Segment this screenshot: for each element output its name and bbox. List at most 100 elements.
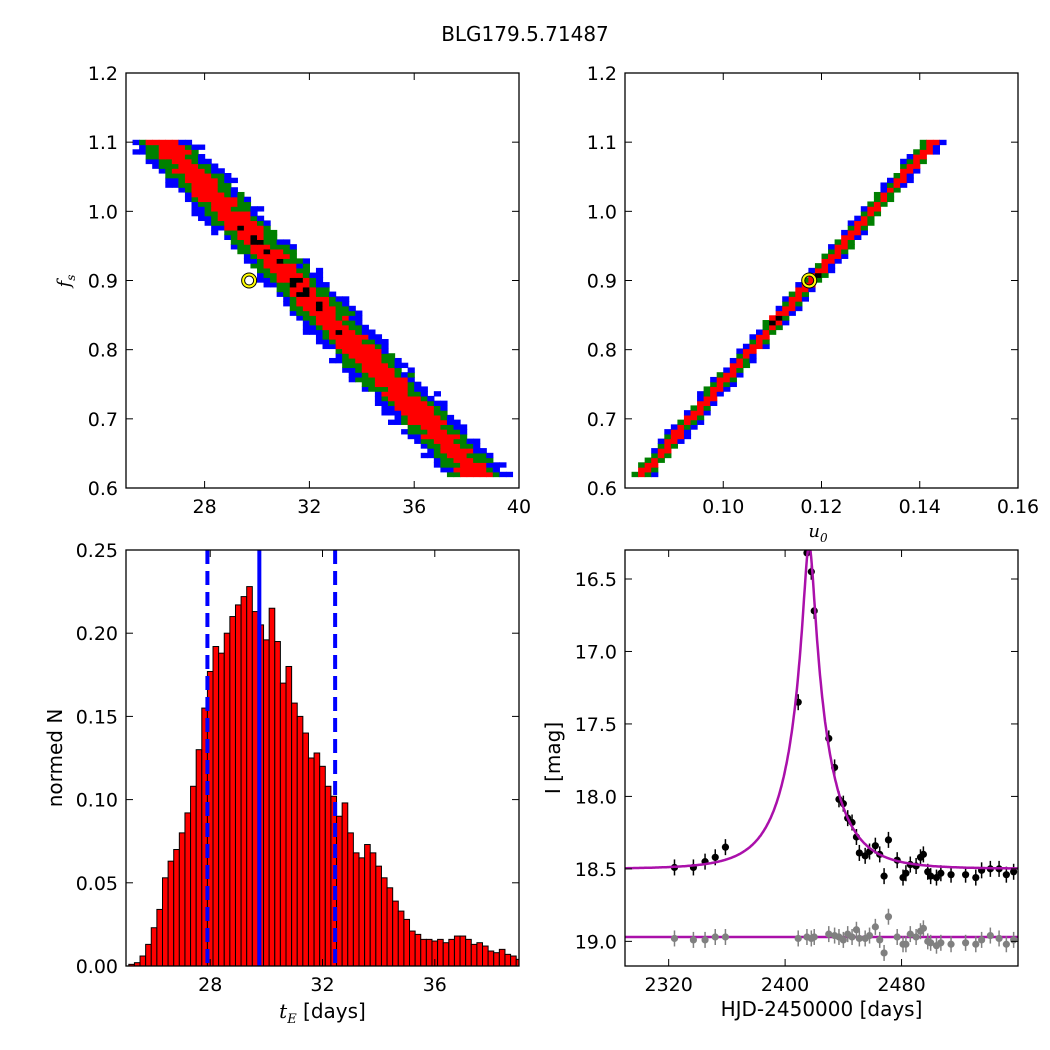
fs-te-panel-cell xyxy=(165,172,173,179)
fs-u0-panel-cell xyxy=(788,301,796,307)
fs-te-panel-cell xyxy=(198,172,206,179)
fs-te-panel-cell xyxy=(237,244,245,250)
fs-te-panel-cell xyxy=(270,239,278,245)
fs-u0-panel-cell xyxy=(860,210,868,217)
fs-te-panel-cell xyxy=(401,386,409,392)
fs-u0-panel-cell xyxy=(867,210,875,217)
fs-u0-panel-cell xyxy=(723,381,731,388)
fs-te-panel-cell xyxy=(388,372,396,378)
fs-te-panel-cell xyxy=(211,229,219,236)
fs-te-panel-cell xyxy=(257,253,265,259)
fs-te-panel-cell xyxy=(342,310,350,316)
fs-te-panel-cell xyxy=(335,301,343,307)
te-hist-bar xyxy=(397,910,405,966)
fs-te-panel-cell xyxy=(152,139,160,146)
fs-u0-panel-cell xyxy=(749,348,757,354)
fs-te-panel-cell xyxy=(420,400,428,406)
fs-te-panel-cell xyxy=(355,320,363,326)
fs-u0-panel-cell xyxy=(756,329,764,335)
fs-te-panel-cell xyxy=(211,201,219,207)
fs-te-panel-cell xyxy=(420,429,428,435)
fs-te-panel-cell xyxy=(420,443,428,449)
fs-u0-panel-cell xyxy=(703,405,711,411)
fs-u0-panel-cell xyxy=(716,376,724,383)
fs-te-panel-cell xyxy=(394,419,402,425)
fs-te-panel-cell xyxy=(322,301,330,307)
fs-u0-panel-cell xyxy=(873,191,882,198)
fs-u0-panel-cell xyxy=(795,282,803,288)
fs-te-panel-cell xyxy=(466,448,474,454)
fs-te-panel-cell xyxy=(191,191,199,198)
fs-te-panel-cell xyxy=(204,168,212,174)
fs-te-panel-cell xyxy=(453,448,461,454)
fs-te-panel-cell xyxy=(368,376,376,383)
fs-te-panel-cell xyxy=(433,433,441,440)
fs-te-panel-cell xyxy=(440,448,448,454)
fs-u0-panel-cell xyxy=(697,391,705,397)
lightcurve-point xyxy=(927,872,935,880)
fs-te-panel-cell xyxy=(348,305,356,312)
fs-u0-panel-cell xyxy=(860,215,868,222)
fs-u0-panel-cell xyxy=(729,357,737,364)
fs-te-panel-cell xyxy=(453,429,461,435)
fs-te-panel-cell xyxy=(257,206,265,212)
fs-te-panel-cell xyxy=(198,196,206,203)
fs-te-panel-cell xyxy=(460,424,468,430)
fs-te-panel-cell xyxy=(460,452,468,459)
fs-u0-panel-cell xyxy=(664,433,672,440)
fs-u0-panel-cell xyxy=(677,429,685,435)
fs-te-panel-cell xyxy=(184,196,193,203)
fs-te-panel-cell xyxy=(302,315,310,321)
fs-te-panel-cell xyxy=(198,163,206,169)
fs-te-panel-cell xyxy=(243,234,252,240)
fs-te-panel-cell xyxy=(329,338,337,345)
fs-te-panel-cell xyxy=(460,448,468,454)
fs-te-panel-cell xyxy=(479,452,487,459)
fs-te-panel-cell xyxy=(178,163,186,169)
fs-te-panel-cell xyxy=(302,324,310,331)
fs-te-panel-cell xyxy=(348,353,356,359)
fs-te-panel-cell xyxy=(257,215,265,222)
fs-u0-panel-cell xyxy=(854,229,862,236)
fs-u0-panel-cell xyxy=(670,429,678,435)
fs-te-panel-cell xyxy=(329,357,337,364)
fs-te-panel-cell xyxy=(211,220,219,226)
fs-te-panel-cell xyxy=(420,414,428,421)
fs-te-panel-cell xyxy=(270,282,278,288)
fs-te-panel-cell xyxy=(276,244,284,250)
fs-te-panel-cell xyxy=(394,395,402,402)
te-hist-bar xyxy=(184,812,192,966)
fs-te-panel-cell xyxy=(217,172,225,179)
fs-te-panel-cell xyxy=(381,357,389,364)
lightcurve-residual-point xyxy=(852,926,861,934)
fs-u0-panel-cell xyxy=(683,429,692,435)
fs-te-panel-cell xyxy=(335,357,343,364)
fs-u0-panel-cell xyxy=(913,154,921,160)
fs-te-panel-cell xyxy=(368,343,376,350)
lightcurve-residual-point xyxy=(902,940,910,948)
fs-te-panel-cell xyxy=(224,177,232,184)
lightcurve-point xyxy=(855,849,863,857)
fs-te-panel-cell xyxy=(224,201,232,207)
fs-te-panel-cell xyxy=(407,424,415,430)
fs-te-panel-cell xyxy=(171,158,179,165)
fs-u0-panel-cell xyxy=(906,172,914,179)
fs-te-panel-cell xyxy=(460,438,468,444)
te-hist-bar xyxy=(156,908,163,966)
fs-u0-panel-cell xyxy=(873,210,882,217)
fs-te-panel-cell xyxy=(374,338,383,345)
fs-te-panel-cell xyxy=(198,187,206,193)
fs-te-panel-cell xyxy=(329,315,337,321)
lightcurve-point xyxy=(871,842,879,850)
fs-te-panel-cell xyxy=(440,400,448,406)
fs-te-panel-cell xyxy=(230,225,238,231)
fs-u0-panel-cell xyxy=(729,372,737,378)
fs-te-panel-cell xyxy=(243,220,252,226)
fs-u0-panel-cell xyxy=(703,386,711,392)
lightcurve-xtick-label: 2320 xyxy=(644,974,692,996)
fs-te-panel-cell xyxy=(466,438,474,444)
fs-te-panel-cell xyxy=(486,462,494,468)
fs-te-panel-cell xyxy=(335,348,343,354)
fs-u0-panel-cell xyxy=(906,177,914,184)
fs-te-panel-cell xyxy=(178,139,186,146)
